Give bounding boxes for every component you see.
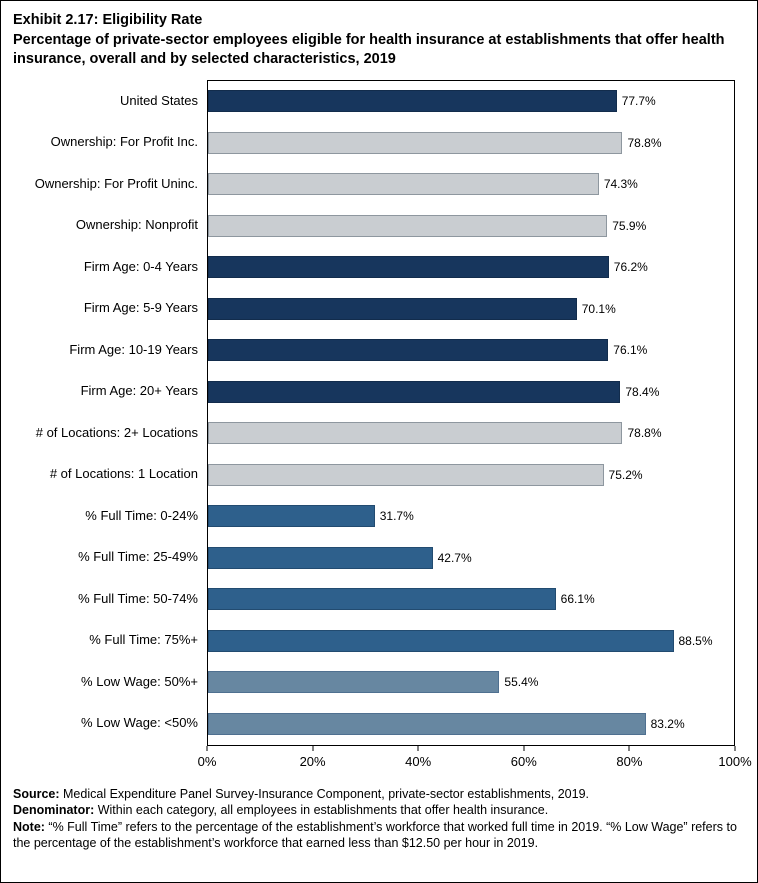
bar-value-label: 83.2% bbox=[650, 716, 685, 731]
category-label-ownership: Ownership: For Profit Inc. bbox=[50, 134, 198, 150]
title-line1: Exhibit 2.17: Eligibility Rate bbox=[13, 12, 203, 28]
denominator-text: Within each category, all employees in e… bbox=[94, 803, 549, 818]
denominator-label: Denominator: bbox=[13, 803, 95, 818]
denominator-note: Denominator: Within each category, all e… bbox=[13, 802, 743, 819]
bar-value-label: 78.8% bbox=[627, 135, 662, 150]
source-text: Medical Expenditure Panel Survey-Insuran… bbox=[59, 786, 589, 801]
bar-firm-age bbox=[208, 297, 577, 320]
bar-chart: United States Ownership: For Profit Inc. O… bbox=[1, 72, 757, 774]
chart-title: Exhibit 2.17: Eligibility Rate Percentag… bbox=[1, 1, 757, 72]
category-label-united-states: United States bbox=[119, 92, 198, 108]
bar-row: 78.8% bbox=[208, 122, 734, 164]
axis-tick-label: 100% bbox=[718, 753, 752, 769]
bar-firm-age bbox=[208, 256, 609, 279]
title-line2: Percentage of private-sector employees e… bbox=[13, 31, 725, 68]
category-label-firm-age: Firm Age: 20+ Years bbox=[80, 383, 198, 399]
axis-tick bbox=[312, 745, 314, 751]
bar-row: 88.5% bbox=[208, 620, 734, 662]
bar-value-label: 76.2% bbox=[613, 260, 648, 275]
bar-row: 78.4% bbox=[208, 371, 734, 413]
axis-tick bbox=[206, 745, 208, 751]
category-label-low-wage: % Low Wage: 50%+ bbox=[81, 673, 198, 689]
category-label-ownership: Ownership: Nonprofit bbox=[75, 217, 198, 233]
bar-low-wage bbox=[208, 671, 500, 694]
category-label-low-wage: % Low Wage: <50% bbox=[81, 715, 198, 731]
bar-value-label: 42.7% bbox=[437, 550, 472, 565]
bar-value-label: 66.1% bbox=[560, 592, 595, 607]
definition-note: Note: “% Full Time” refers to the percen… bbox=[13, 819, 743, 852]
axis-tick-label: 80% bbox=[616, 753, 643, 769]
category-label-firm-age: Firm Age: 10-19 Years bbox=[69, 341, 198, 357]
x-axis: 0% 20% 40% 60% 80% 100% bbox=[198, 745, 752, 774]
category-label-full-time: % Full Time: 25-49% bbox=[78, 549, 198, 565]
bar-value-label: 74.3% bbox=[603, 177, 638, 192]
bar-full-time bbox=[208, 588, 556, 611]
category-label-locations: # of Locations: 2+ Locations bbox=[35, 424, 198, 440]
bar-row: 42.7% bbox=[208, 537, 734, 579]
category-label-ownership: Ownership: For Profit Uninc. bbox=[34, 175, 198, 191]
bar-ownership bbox=[208, 214, 608, 237]
note-label: Note: bbox=[13, 819, 45, 834]
bar-value-label: 75.9% bbox=[612, 218, 647, 233]
plot-area: 77.7% 78.8% 74.3% 75.9% 76.2% 70.1% 76.1% 78.4%… bbox=[207, 79, 735, 746]
category-labels: United States Ownership: For Profit Inc. O… bbox=[7, 80, 207, 774]
axis-tick-label: 60% bbox=[510, 753, 537, 769]
bar-locations bbox=[208, 422, 623, 445]
source-note: Source: Medical Expenditure Panel Survey… bbox=[13, 786, 743, 803]
bar-value-label: 78.8% bbox=[627, 426, 662, 441]
axis-tick bbox=[628, 745, 630, 751]
bar-value-label: 78.4% bbox=[625, 384, 660, 399]
bar-value-label: 75.2% bbox=[608, 467, 643, 482]
source-label: Source: bbox=[13, 786, 60, 801]
bar-row: 76.2% bbox=[208, 247, 734, 289]
bar-value-label: 88.5% bbox=[678, 633, 713, 648]
bar-firm-age bbox=[208, 380, 621, 403]
axis-tick bbox=[734, 745, 736, 751]
bar-low-wage bbox=[208, 712, 646, 735]
bar-row: 70.1% bbox=[208, 288, 734, 330]
category-label-full-time: % Full Time: 75%+ bbox=[89, 632, 198, 648]
category-label-firm-age: Firm Age: 5-9 Years bbox=[83, 300, 198, 316]
bar-ownership bbox=[208, 131, 623, 154]
bar-row: 55.4% bbox=[208, 662, 734, 704]
bar-row: 75.2% bbox=[208, 454, 734, 496]
bar-value-label: 70.1% bbox=[581, 301, 616, 316]
bar-full-time bbox=[208, 546, 433, 569]
footnotes: Source: Medical Expenditure Panel Survey… bbox=[1, 774, 757, 852]
category-label-full-time: % Full Time: 50-74% bbox=[78, 590, 198, 606]
bar-firm-age bbox=[208, 339, 609, 362]
axis-tick bbox=[417, 745, 419, 751]
axis-tick-label: 40% bbox=[405, 753, 432, 769]
bar-value-label: 31.7% bbox=[379, 509, 414, 524]
axis-tick bbox=[523, 745, 525, 751]
axis-tick-label: 20% bbox=[299, 753, 326, 769]
category-label-locations: # of Locations: 1 Location bbox=[49, 466, 198, 482]
bar-row: 77.7% bbox=[208, 81, 734, 123]
axis-tick-label: 0% bbox=[197, 753, 217, 769]
note-text: “% Full Time” refers to the percentage o… bbox=[13, 819, 737, 851]
bar-row: 66.1% bbox=[208, 579, 734, 621]
category-label-full-time: % Full Time: 0-24% bbox=[85, 507, 198, 523]
bar-full-time bbox=[208, 629, 674, 652]
bar-row: 83.2% bbox=[208, 703, 734, 745]
bar-value-label: 77.7% bbox=[621, 94, 656, 109]
bar-united-states bbox=[208, 90, 617, 113]
bar-ownership bbox=[208, 173, 599, 196]
bar-row: 75.9% bbox=[208, 205, 734, 247]
bar-row: 31.7% bbox=[208, 496, 734, 538]
bar-row: 78.8% bbox=[208, 413, 734, 455]
bar-full-time bbox=[208, 505, 375, 528]
bar-locations bbox=[208, 463, 604, 486]
bar-row: 76.1% bbox=[208, 330, 734, 372]
plot-wrap: 77.7% 78.8% 74.3% 75.9% 76.2% 70.1% 76.1% 78.4%… bbox=[198, 79, 752, 774]
bar-value-label: 76.1% bbox=[613, 343, 648, 358]
category-label-firm-age: Firm Age: 0-4 Years bbox=[83, 258, 198, 274]
bar-row: 74.3% bbox=[208, 164, 734, 206]
bar-value-label: 55.4% bbox=[504, 675, 539, 690]
